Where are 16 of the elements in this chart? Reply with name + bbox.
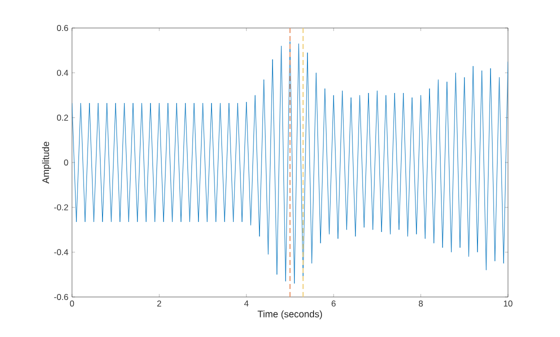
y-tick-label: 0 <box>64 159 68 166</box>
x-tick-label: 8 <box>418 300 423 307</box>
x-tick-label: 0 <box>70 300 74 307</box>
x-tick-label: 2 <box>157 300 162 306</box>
y-tick-label: 0.2 <box>56 114 68 121</box>
y-tick-label: -0.4 <box>54 249 68 256</box>
y-tick-label: -0.2 <box>54 204 68 210</box>
y-tick-label: 0.4 <box>56 70 68 76</box>
x-axis-title: Time (seconds) <box>258 310 322 320</box>
x-tick-label: 4 <box>244 300 249 306</box>
x-tick-label: 10 <box>504 300 512 307</box>
line-series <box>72 41 508 284</box>
y-axis-title: Amplitude <box>42 142 51 184</box>
y-tick-label: 0.6 <box>56 24 68 31</box>
y-tick-label: -0.6 <box>54 294 68 300</box>
x-tick-label: 6 <box>332 300 336 307</box>
